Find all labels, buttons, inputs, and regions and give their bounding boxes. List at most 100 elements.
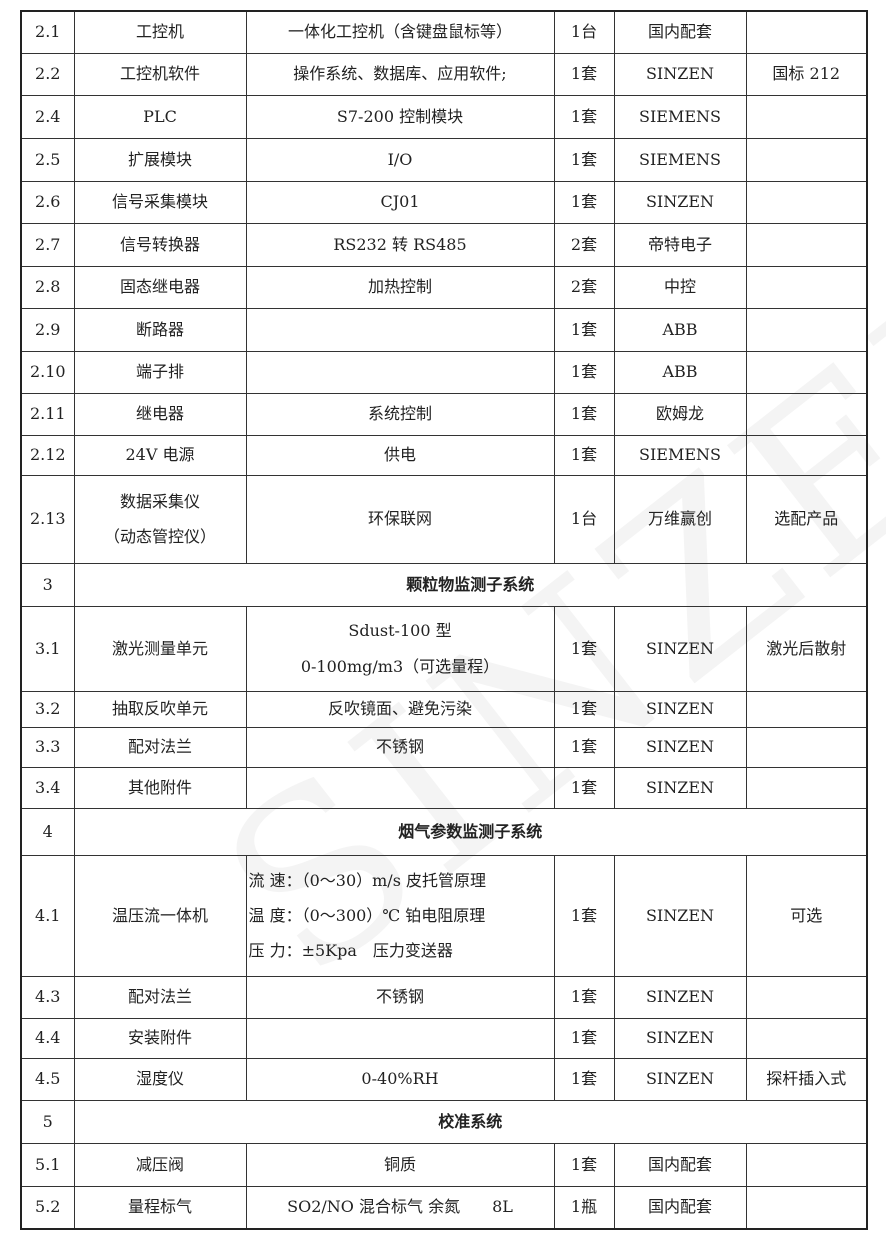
item-quantity: 1套 xyxy=(553,1142,615,1187)
item-number: 2.13 xyxy=(20,474,75,564)
item-quantity-text: 2套 xyxy=(570,234,598,254)
item-number-text: 2.6 xyxy=(35,192,61,212)
item-brand-text: SINZEN xyxy=(645,699,715,719)
item-name: 其他附件 xyxy=(73,766,247,809)
item-name-text: 工控机软件 xyxy=(119,64,200,84)
item-brand: 国内配套 xyxy=(613,1185,747,1230)
item-description-text: 不锈钢 xyxy=(375,987,424,1007)
item-name: 激光测量单元 xyxy=(73,605,247,692)
item-number-text: 4.4 xyxy=(35,1028,61,1048)
item-quantity-text: 1套 xyxy=(570,192,598,212)
item-description: 环保联网 xyxy=(245,474,555,564)
item-quantity-text: 1套 xyxy=(570,1154,598,1174)
item-description: 加热控制 xyxy=(245,265,555,309)
item-brand-text: 万维赢创 xyxy=(647,509,712,529)
item-note xyxy=(745,94,868,139)
item-name-text: 24V 电源 xyxy=(125,445,195,465)
table-row: 2.6 信号采集模块 CJ01 1套 SINZEN xyxy=(20,180,868,224)
table-row: 2.7 信号转换器 RS232 转 RS485 2套 帝特电子 xyxy=(20,222,868,267)
item-note xyxy=(745,350,868,394)
item-quantity-text: 1套 xyxy=(570,987,598,1007)
item-brand-text: 中控 xyxy=(663,277,696,297)
item-name: 湿度仪 xyxy=(73,1057,247,1101)
item-number: 4.5 xyxy=(20,1057,75,1101)
item-brand: 帝特电子 xyxy=(613,222,747,267)
item-name: PLC xyxy=(73,94,247,139)
item-brand: ABB xyxy=(613,350,747,394)
item-quantity: 1套 xyxy=(553,52,615,96)
item-quantity: 1套 xyxy=(553,307,615,352)
item-note xyxy=(745,137,868,182)
item-number: 2.9 xyxy=(20,307,75,352)
item-number: 2.6 xyxy=(20,180,75,224)
item-name-text: （动态管控仪） xyxy=(103,527,216,546)
item-description: 流 速：（0～30）m/s 皮托管原理温 度：（0～300）℃ 铂电阻原理压 力… xyxy=(245,854,555,977)
item-name: 信号采集模块 xyxy=(73,180,247,224)
item-number: 2.11 xyxy=(20,392,75,436)
item-description-text: 0-100mg/m3（可选量程） xyxy=(300,656,500,676)
item-note: 激光后散射 xyxy=(745,605,868,692)
item-description: SO2/NO 混合标气 余氮 8L xyxy=(245,1185,555,1230)
item-note xyxy=(745,307,868,352)
item-description xyxy=(245,350,555,394)
table-row: 2.11 继电器 系统控制 1套 欧姆龙 xyxy=(20,392,868,436)
item-number-text: 4.3 xyxy=(35,987,61,1007)
item-number-text: 4.5 xyxy=(35,1069,61,1089)
item-note: 可选 xyxy=(745,854,868,977)
item-quantity: 1台 xyxy=(553,474,615,564)
item-brand-text: SINZEN xyxy=(645,1069,715,1089)
item-note xyxy=(745,1142,868,1187)
item-note-text: 可选 xyxy=(790,905,823,925)
item-note xyxy=(745,434,868,476)
item-quantity-text: 1台 xyxy=(570,22,598,42)
item-number-text: 5.1 xyxy=(35,1154,61,1174)
item-note-text: 激光后散射 xyxy=(766,638,847,658)
item-description-text: 0-40%RH xyxy=(361,1069,439,1089)
item-brand-text: SINZEN xyxy=(645,192,715,212)
item-brand-text: 欧姆龙 xyxy=(655,404,704,424)
item-brand-text: 国内配套 xyxy=(647,22,712,42)
item-number-text: 2.4 xyxy=(35,106,61,126)
item-description: Sdust-100 型 0-100mg/m3（可选量程） xyxy=(245,605,555,692)
item-brand: SIEMENS xyxy=(613,434,747,476)
item-description: 操作系统、数据库、应用软件; xyxy=(245,52,555,96)
section-title-text: 颗粒物监测子系统 xyxy=(406,574,535,594)
item-number: 5 xyxy=(20,1099,75,1144)
item-brand-text: SINZEN xyxy=(645,737,715,757)
item-number-text: 2.10 xyxy=(29,362,66,382)
item-brand-text: SIEMENS xyxy=(639,445,721,465)
item-description-text: 反吹镜面、避免污染 xyxy=(327,699,472,719)
item-description: RS232 转 RS485 xyxy=(245,222,555,267)
item-number: 5.1 xyxy=(20,1142,75,1187)
item-number: 2.4 xyxy=(20,94,75,139)
item-name: 温压流一体机 xyxy=(73,854,247,977)
item-number-text: 5 xyxy=(42,1111,53,1131)
item-number: 3.2 xyxy=(20,690,75,728)
item-name: 工控机软件 xyxy=(73,52,247,96)
table-row: 4.1 温压流一体机 流 速：（0～30）m/s 皮托管原理温 度：（0～300）℃… xyxy=(20,854,868,977)
table-row: 2.12 24V 电源 供电 1套 SIEMENS xyxy=(20,434,868,476)
item-name-text: 量程标气 xyxy=(127,1197,192,1217)
item-name: 工控机 xyxy=(73,10,247,54)
item-description-text: RS232 转 RS485 xyxy=(333,234,467,254)
item-name-text: 端子排 xyxy=(135,362,184,382)
item-name-text: 固态继电器 xyxy=(119,277,200,297)
item-name: 继电器 xyxy=(73,392,247,436)
item-brand: 中控 xyxy=(613,265,747,309)
item-name-text: 激光测量单元 xyxy=(111,638,208,658)
item-name-text: 配对法兰 xyxy=(127,737,192,757)
item-quantity: 1套 xyxy=(553,766,615,809)
section-title: 颗粒物监测子系统 xyxy=(73,562,868,607)
item-description-text: CJ01 xyxy=(380,192,420,212)
item-note xyxy=(745,10,868,54)
item-quantity: 1套 xyxy=(553,690,615,728)
item-description-text: S7-200 控制模块 xyxy=(336,106,464,126)
item-brand-text: SIEMENS xyxy=(639,106,721,126)
item-brand: 国内配套 xyxy=(613,1142,747,1187)
item-name-text: 信号采集模块 xyxy=(111,192,208,212)
item-brand: SINZEN xyxy=(613,690,747,728)
item-name-text: 安装附件 xyxy=(127,1028,192,1048)
section-title: 校准系统 xyxy=(73,1099,868,1144)
item-quantity: 2套 xyxy=(553,222,615,267)
table-row: 4.5 湿度仪 0-40%RH 1套 SINZEN 探杆插入式 xyxy=(20,1057,868,1101)
